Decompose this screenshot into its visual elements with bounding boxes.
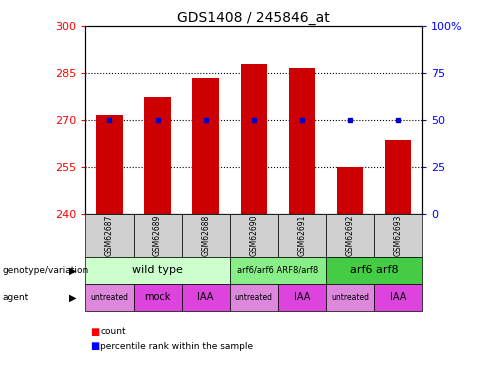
Bar — [385, 140, 411, 214]
Bar — [144, 97, 171, 214]
Text: percentile rank within the sample: percentile rank within the sample — [100, 342, 253, 351]
Text: IAA: IAA — [198, 292, 214, 302]
Text: GSM62692: GSM62692 — [346, 214, 354, 256]
Text: agent: agent — [2, 293, 29, 302]
Text: IAA: IAA — [390, 292, 406, 302]
Text: IAA: IAA — [294, 292, 310, 302]
Bar — [96, 116, 122, 214]
Text: arf6 arf8: arf6 arf8 — [350, 266, 398, 275]
Text: untreated: untreated — [331, 293, 369, 302]
Text: ■: ■ — [90, 327, 100, 336]
Bar — [288, 68, 315, 214]
Text: GSM62691: GSM62691 — [297, 214, 306, 256]
Bar — [192, 78, 219, 214]
Text: ▶: ▶ — [69, 266, 77, 275]
Text: wild type: wild type — [132, 266, 183, 275]
Text: genotype/variation: genotype/variation — [2, 266, 89, 275]
Text: ▶: ▶ — [69, 292, 77, 302]
Bar — [337, 167, 363, 214]
Text: arf6/arf6 ARF8/arf8: arf6/arf6 ARF8/arf8 — [237, 266, 319, 275]
Text: mock: mock — [144, 292, 171, 302]
Text: GSM62690: GSM62690 — [249, 214, 258, 256]
Text: ■: ■ — [90, 342, 100, 351]
Text: GSM62693: GSM62693 — [393, 214, 403, 256]
Bar — [241, 64, 267, 214]
Text: GSM62688: GSM62688 — [201, 214, 210, 256]
Text: GSM62687: GSM62687 — [105, 214, 114, 256]
Title: GDS1408 / 245846_at: GDS1408 / 245846_at — [177, 11, 330, 25]
Text: untreated: untreated — [90, 293, 128, 302]
Text: untreated: untreated — [235, 293, 273, 302]
Text: GSM62689: GSM62689 — [153, 214, 162, 256]
Text: count: count — [100, 327, 126, 336]
